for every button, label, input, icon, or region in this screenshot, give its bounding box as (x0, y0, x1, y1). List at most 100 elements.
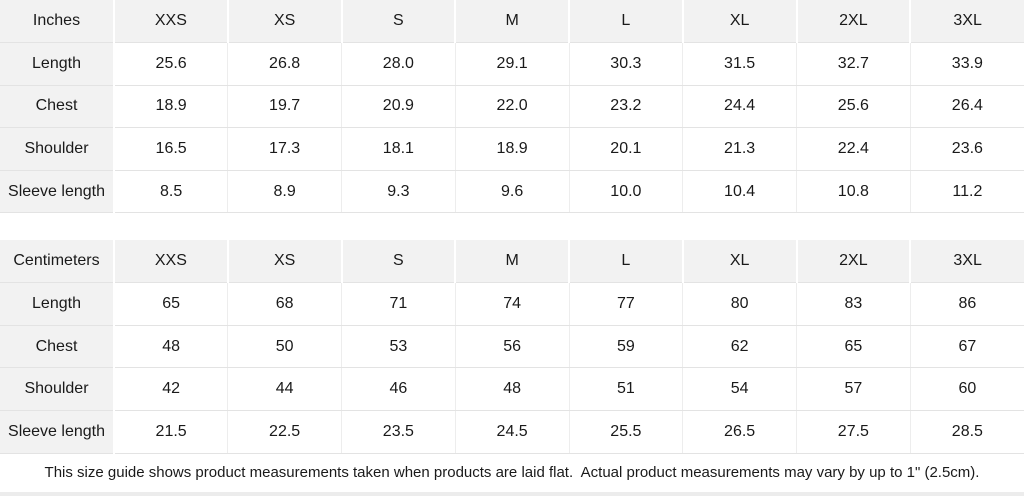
value-cell: 31.5 (682, 42, 797, 86)
value-cell: 9.6 (455, 170, 570, 214)
value-cell: 48 (114, 325, 229, 369)
value-cell: 25.5 (569, 410, 684, 454)
size-table-centimeters-body: Centimeters XXS XS S M L XL 2XL 3XL Length 65 68 71 7… (0, 240, 1024, 454)
value-cell: 42 (114, 367, 229, 411)
header-row: Inches XXS XS S M L XL 2XL 3XL (0, 0, 1024, 44)
value-cell: 59 (569, 325, 684, 369)
size-header-cell: XL (682, 240, 798, 284)
value-cell: 26.4 (910, 85, 1024, 129)
size-table-inches-body: Inches XXS XS S M L XL 2XL 3XL Length 25.6 26.8 28.0… (0, 0, 1024, 214)
value-cell: 48 (455, 367, 570, 411)
value-cell: 25.6 (796, 85, 911, 129)
value-cell: 21.3 (682, 127, 797, 171)
size-table-inches: Inches XXS XS S M L XL 2XL 3XL Length 25.6 26.8 28.0… (0, 0, 1024, 214)
measurement-row: Length 65 68 71 74 77 80 83 86 (0, 282, 1024, 326)
size-header-cell: M (455, 0, 570, 44)
value-cell: 10.0 (569, 170, 684, 214)
size-header-cell: S (341, 0, 457, 44)
value-cell: 60 (910, 367, 1024, 411)
unit-label-cell: Centimeters (0, 240, 115, 284)
row-label-cell: Chest (0, 85, 115, 129)
value-cell: 28.0 (341, 42, 456, 86)
value-cell: 25.6 (114, 42, 229, 86)
value-cell: 86 (910, 282, 1024, 326)
value-cell: 9.3 (341, 170, 456, 214)
value-cell: 62 (682, 325, 797, 369)
value-cell: 56 (455, 325, 570, 369)
measurement-row: Chest 18.9 19.7 20.9 22.0 23.2 24.4 25.6 26.4 (0, 85, 1024, 129)
size-header-cell: XXS (114, 240, 229, 284)
value-cell: 24.5 (455, 410, 570, 454)
row-label-cell: Sleeve length (0, 410, 115, 454)
size-header-cell: XS (227, 0, 343, 44)
measurement-row: Length 25.6 26.8 28.0 29.1 30.3 31.5 32.7 33.9 (0, 42, 1024, 86)
value-cell: 54 (682, 367, 797, 411)
size-table-centimeters: Centimeters XXS XS S M L XL 2XL 3XL Length 65 68 71 7… (0, 240, 1024, 454)
row-label-cell: Chest (0, 325, 115, 369)
size-header-cell: L (569, 0, 684, 44)
size-header-cell: 2XL (796, 240, 912, 284)
value-cell: 16.5 (114, 127, 229, 171)
value-cell: 29.1 (455, 42, 570, 86)
unit-label-cell: Inches (0, 0, 115, 44)
value-cell: 51 (569, 367, 684, 411)
value-cell: 80 (682, 282, 797, 326)
size-header-cell: 2XL (796, 0, 912, 44)
value-cell: 74 (455, 282, 570, 326)
value-cell: 44 (227, 367, 342, 411)
table-gap (0, 213, 1024, 241)
value-cell: 28.5 (910, 410, 1024, 454)
value-cell: 11.2 (910, 170, 1024, 214)
value-cell: 8.5 (114, 170, 229, 214)
value-cell: 71 (341, 282, 456, 326)
value-cell: 24.4 (682, 85, 797, 129)
value-cell: 22.4 (796, 127, 911, 171)
value-cell: 46 (341, 367, 456, 411)
value-cell: 32.7 (796, 42, 911, 86)
value-cell: 23.6 (910, 127, 1024, 171)
size-header-cell: L (569, 240, 684, 284)
value-cell: 26.8 (227, 42, 342, 86)
value-cell: 57 (796, 367, 911, 411)
value-cell: 27.5 (796, 410, 911, 454)
value-cell: 8.9 (227, 170, 342, 214)
bottom-divider (0, 492, 1024, 496)
value-cell: 83 (796, 282, 911, 326)
value-cell: 67 (910, 325, 1024, 369)
value-cell: 22.5 (227, 410, 342, 454)
value-cell: 33.9 (910, 42, 1024, 86)
size-header-cell: M (455, 240, 570, 284)
measurement-row: Shoulder 42 44 46 48 51 54 57 60 (0, 367, 1024, 411)
value-cell: 65 (796, 325, 911, 369)
size-header-cell: S (341, 240, 457, 284)
size-header-cell: XS (227, 240, 343, 284)
value-cell: 20.9 (341, 85, 456, 129)
measurement-disclaimer: This size guide shows product measuremen… (0, 453, 1024, 493)
value-cell: 21.5 (114, 410, 229, 454)
header-row: Centimeters XXS XS S M L XL 2XL 3XL (0, 240, 1024, 284)
value-cell: 19.7 (227, 85, 342, 129)
measurement-row: Sleeve length 21.5 22.5 23.5 24.5 25.5 26.5 27.… (0, 410, 1024, 454)
measurement-row: Sleeve length 8.5 8.9 9.3 9.6 10.0 10.4 10.8 11.… (0, 170, 1024, 214)
size-header-cell: 3XL (910, 240, 1024, 284)
row-label-cell: Length (0, 42, 115, 86)
value-cell: 65 (114, 282, 229, 326)
size-header-cell: XXS (114, 0, 229, 44)
value-cell: 53 (341, 325, 456, 369)
value-cell: 23.5 (341, 410, 456, 454)
value-cell: 23.2 (569, 85, 684, 129)
value-cell: 18.9 (114, 85, 229, 129)
value-cell: 10.8 (796, 170, 911, 214)
row-label-cell: Shoulder (0, 367, 115, 411)
size-header-cell: 3XL (910, 0, 1024, 44)
value-cell: 17.3 (227, 127, 342, 171)
value-cell: 68 (227, 282, 342, 326)
value-cell: 77 (569, 282, 684, 326)
size-header-cell: XL (682, 0, 798, 44)
value-cell: 26.5 (682, 410, 797, 454)
value-cell: 18.9 (455, 127, 570, 171)
value-cell: 30.3 (569, 42, 684, 86)
row-label-cell: Sleeve length (0, 170, 115, 214)
value-cell: 10.4 (682, 170, 797, 214)
